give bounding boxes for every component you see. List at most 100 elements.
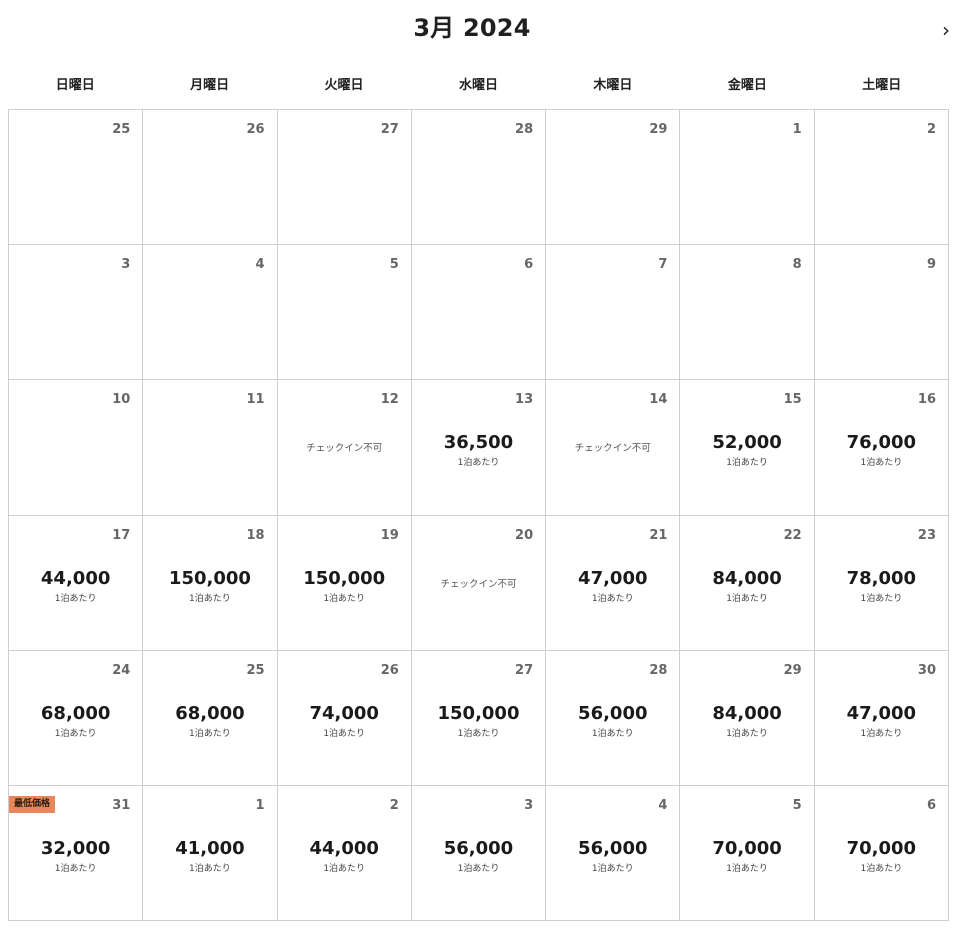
day-number: 29 xyxy=(783,662,802,678)
day-cell[interactable]: 2 44,000 1泊あたり xyxy=(277,785,412,921)
weekday-label: 火曜日 xyxy=(324,78,364,93)
day-number: 27 xyxy=(515,662,534,678)
day-cell[interactable]: 9 xyxy=(814,245,949,381)
nightly-price: 84,000 xyxy=(712,567,782,589)
per-night-label: 1泊あたり xyxy=(54,728,97,739)
day-number: 26 xyxy=(246,122,265,137)
day-number: 18 xyxy=(246,527,265,543)
day-number: 11 xyxy=(246,392,265,408)
day-cell[interactable]: 16 76,000 1泊あたり xyxy=(814,380,949,516)
day-cell[interactable]: 20 チェックイン不可 xyxy=(411,515,547,651)
day-cell[interactable]: 1 xyxy=(680,110,815,246)
nightly-price: 41,000 xyxy=(175,837,245,859)
nightly-price: 44,000 xyxy=(309,837,379,859)
day-number: 22 xyxy=(783,527,802,543)
nightly-price: 150,000 xyxy=(168,567,251,589)
per-night-label: 1泊あたり xyxy=(860,593,903,604)
day-cell[interactable]: 10 xyxy=(9,380,144,516)
day-number: 15 xyxy=(783,392,802,408)
day-cell[interactable]: 3 xyxy=(9,245,144,381)
nightly-price: 47,000 xyxy=(846,702,917,724)
day-number: 20 xyxy=(515,527,534,543)
day-cell[interactable]: 5 70,000 1泊あたり xyxy=(680,785,815,921)
day-cell[interactable]: 7 xyxy=(546,245,681,381)
nightly-price: 84,000 xyxy=(712,702,782,724)
no-checkin-label: チェックイン不可 xyxy=(574,443,651,455)
nightly-price: 36,500 xyxy=(443,432,514,454)
day-cell[interactable]: 11 xyxy=(143,380,278,516)
day-cell[interactable]: 27 150,000 1泊あたり xyxy=(411,650,547,786)
per-night-label: 1泊あたり xyxy=(591,863,634,874)
day-cell[interactable]: 5 xyxy=(277,245,412,381)
day-cell[interactable]: 26 74,000 1泊あたり xyxy=(277,650,412,786)
day-number: 19 xyxy=(380,527,399,543)
day-cell[interactable]: 1 41,000 1泊あたり xyxy=(143,785,278,921)
day-cell[interactable]: 27 xyxy=(277,110,412,246)
day-cell[interactable]: 24 68,000 1泊あたり xyxy=(9,650,144,786)
day-number: 21 xyxy=(649,527,668,543)
day-cell[interactable]: 2 xyxy=(814,110,949,246)
next-month-button[interactable]: › xyxy=(936,18,956,42)
day-number: 28 xyxy=(649,662,668,678)
day-cell[interactable]: 23 78,000 1泊あたり xyxy=(814,515,949,651)
day-cell[interactable]: 14 チェックイン不可 xyxy=(546,380,681,516)
day-cell[interactable]: 4 xyxy=(143,245,278,381)
day-number: 17 xyxy=(112,527,131,543)
weekday-label: 木曜日 xyxy=(593,78,633,93)
day-cell[interactable]: 12 チェックイン不可 xyxy=(277,380,412,516)
day-number: 2 xyxy=(926,122,936,137)
day-cell[interactable]: 26 xyxy=(143,110,278,246)
day-cell[interactable]: 最低価格 31 32,000 1泊あたり xyxy=(9,785,144,921)
day-cell[interactable]: 28 xyxy=(411,110,547,246)
per-night-label: 1泊あたり xyxy=(457,458,500,469)
day-cell[interactable]: 6 xyxy=(411,245,547,381)
month-title: 3月 2024 xyxy=(413,14,531,42)
day-cell[interactable]: 6 70,000 1泊あたり xyxy=(814,785,949,921)
day-cell[interactable]: 18 150,000 1泊あたり xyxy=(143,515,278,651)
day-number: 1 xyxy=(792,122,802,137)
day-number: 2 xyxy=(389,797,399,813)
day-cell[interactable]: 17 44,000 1泊あたり xyxy=(9,515,144,651)
day-cell[interactable]: 8 xyxy=(680,245,815,381)
day-cell[interactable]: 28 56,000 1泊あたり xyxy=(546,650,681,786)
per-night-label: 1泊あたり xyxy=(726,728,768,739)
day-cell[interactable]: 29 xyxy=(546,110,681,246)
day-cell[interactable]: 4 56,000 1泊あたり xyxy=(546,785,681,921)
day-cell[interactable]: 25 68,000 1泊あたり xyxy=(143,650,278,786)
day-cell[interactable]: 19 150,000 1泊あたり xyxy=(277,515,412,651)
nightly-price: 78,000 xyxy=(846,567,917,589)
per-night-label: 1泊あたり xyxy=(323,593,366,604)
day-cell[interactable]: 29 84,000 1泊あたり xyxy=(680,650,815,786)
per-night-label: 1泊あたり xyxy=(323,863,366,874)
day-number: 27 xyxy=(380,122,399,137)
day-cell[interactable]: 22 84,000 1泊あたり xyxy=(680,515,815,651)
nightly-price: 76,000 xyxy=(846,432,917,454)
nightly-price: 47,000 xyxy=(578,567,648,589)
day-cell[interactable]: 30 47,000 1泊あたり xyxy=(814,650,949,786)
nightly-price: 70,000 xyxy=(712,837,782,859)
day-cell[interactable]: 15 52,000 1泊あたり xyxy=(680,380,815,516)
per-night-label: 1泊あたり xyxy=(457,728,500,739)
day-cell[interactable]: 13 36,500 1泊あたり xyxy=(411,380,547,516)
nightly-price: 68,000 xyxy=(175,702,245,724)
nightly-price: 68,000 xyxy=(40,702,111,724)
day-cell[interactable]: 3 56,000 1泊あたり xyxy=(411,785,547,921)
per-night-label: 1泊あたり xyxy=(591,728,634,739)
day-number: 8 xyxy=(792,257,802,273)
weekday-label: 月曜日 xyxy=(190,78,230,93)
chevron-right-icon: › xyxy=(942,18,950,42)
nightly-price: 32,000 xyxy=(40,837,111,859)
weekday-label: 金曜日 xyxy=(727,78,767,93)
day-number: 3 xyxy=(524,797,534,813)
weekday-label: 土曜日 xyxy=(862,78,902,93)
nightly-price: 150,000 xyxy=(303,567,386,589)
weekday-label: 水曜日 xyxy=(458,78,498,93)
nightly-price: 56,000 xyxy=(578,837,648,859)
per-night-label: 1泊あたり xyxy=(189,863,231,874)
day-cell[interactable]: 25 xyxy=(9,110,144,246)
day-cell[interactable]: 21 47,000 1泊あたり xyxy=(546,515,681,651)
nightly-price: 44,000 xyxy=(40,567,111,589)
day-number: 31 xyxy=(112,797,131,813)
per-night-label: 1泊あたり xyxy=(189,593,231,604)
per-night-label: 1泊あたり xyxy=(189,728,231,739)
